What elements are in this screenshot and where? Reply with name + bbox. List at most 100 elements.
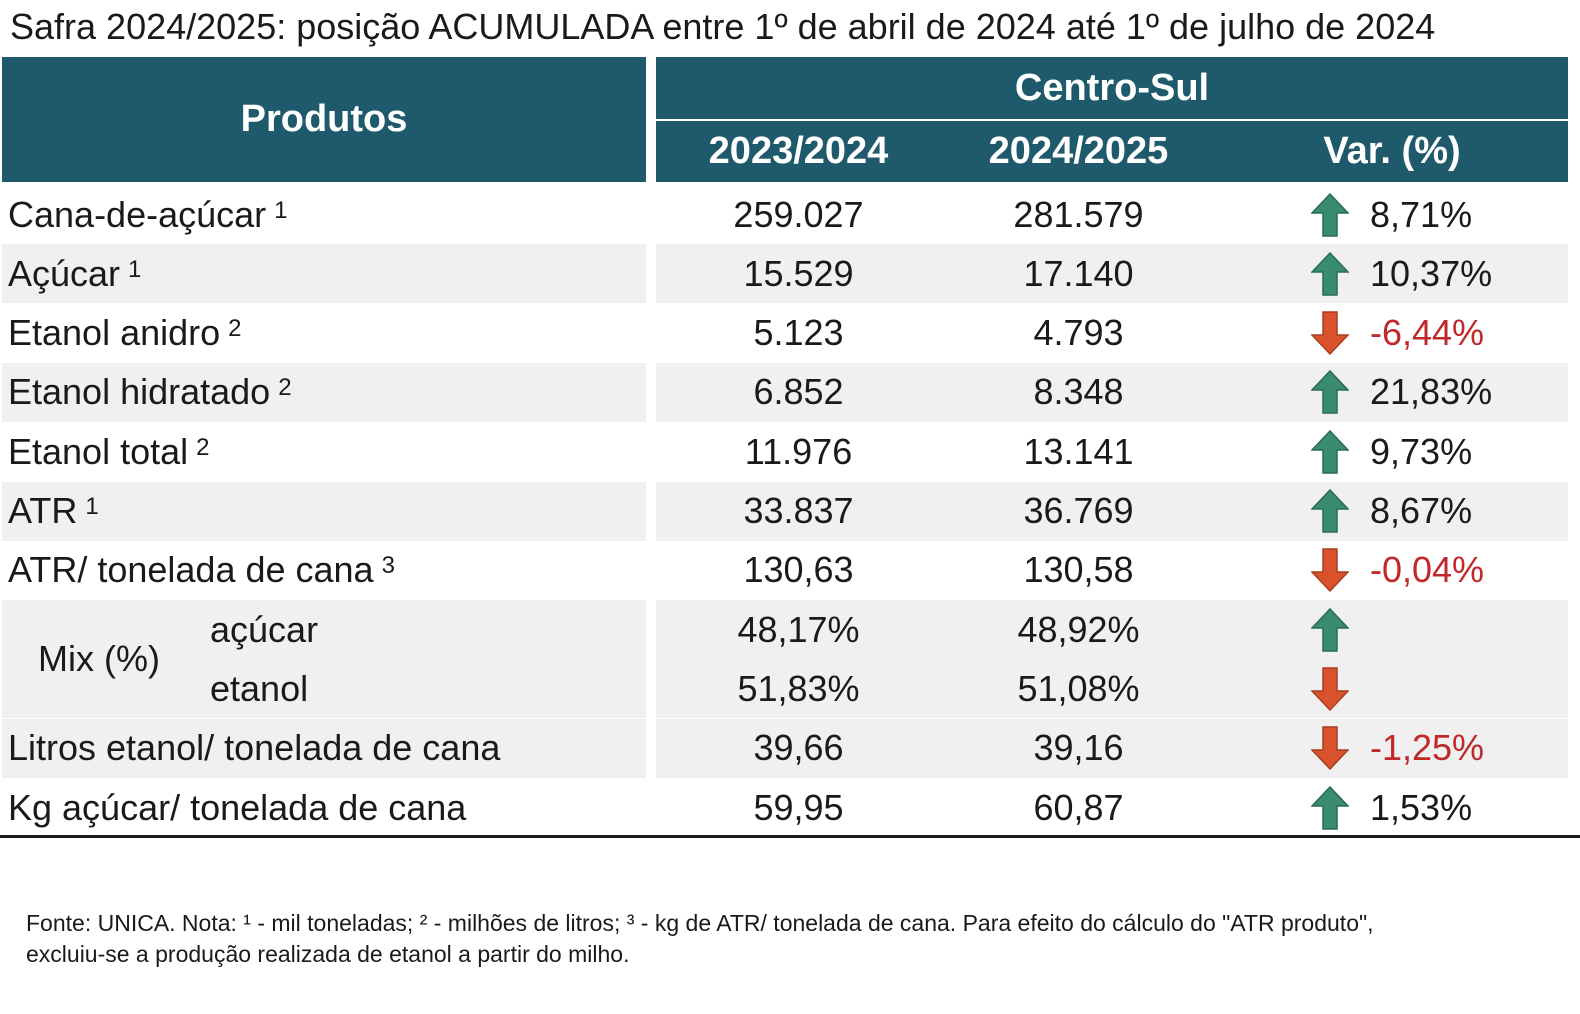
- trend-indicator: [1310, 244, 1350, 303]
- arrow-up-icon: [1311, 192, 1349, 237]
- product-name-text: Litros etanol/ tonelada de cana: [8, 727, 501, 769]
- product-name: Litros etanol/ tonelada de cana: [8, 719, 500, 778]
- header-region-label: Centro-Sul: [1014, 66, 1210, 109]
- trend-indicator: [1310, 719, 1350, 778]
- product-name: Cana-de-açúcar 1: [8, 185, 288, 244]
- header-col-var-label: Var. (%): [1323, 130, 1461, 172]
- value-2024: 36.769: [1023, 490, 1134, 531]
- footnote-marker: 1: [274, 196, 288, 224]
- value-2023: 5.123: [753, 312, 844, 354]
- trend-indicator: [1310, 304, 1350, 363]
- product-name: Etanol anidro 2: [8, 304, 242, 363]
- footnote-marker: 1: [85, 493, 99, 520]
- variation-value: 1,53%: [1370, 786, 1473, 828]
- table-row: ATR 1 33.837 36.769 8,67%: [0, 481, 1580, 541]
- value-2024: 17.140: [1023, 252, 1134, 294]
- product-name-text: Açúcar: [8, 252, 121, 294]
- variation-value: -1,25%: [1370, 727, 1485, 769]
- value-2024: 4.793: [1033, 312, 1124, 354]
- mix-bg-left: [2, 600, 646, 718]
- value-2024: 51,08%: [1017, 667, 1140, 709]
- variation-value: 9,73%: [1370, 430, 1473, 472]
- footnote-line-2: excluiu-se a produção realizada de etano…: [26, 941, 630, 967]
- variation-value: 8,67%: [1370, 490, 1473, 531]
- arrow-up-icon: [1311, 785, 1349, 830]
- row-bg-right: [656, 481, 1568, 541]
- footnote-marker: 3: [381, 552, 395, 580]
- mix-component-name: açúcar: [210, 608, 319, 650]
- product-name: ATR/ tonelada de cana 3: [8, 541, 395, 600]
- table-title: Safra 2024/2025: posição ACUMULADA entre…: [10, 6, 1436, 47]
- arrow-up-icon: [1311, 251, 1349, 296]
- value-2023: 39,66: [753, 727, 844, 769]
- value-2024: 130,58: [1023, 549, 1134, 591]
- value-2024: 8.348: [1033, 371, 1124, 413]
- trend-indicator: [1310, 185, 1350, 244]
- row-bg-left: [2, 718, 646, 778]
- product-name-text: Etanol total: [8, 430, 189, 472]
- arrow-up-icon: [1311, 370, 1349, 415]
- trend-indicator: [1310, 659, 1350, 718]
- header-produtos-label: Produtos: [240, 98, 408, 140]
- header-col-2024-label: 2024/2025: [988, 130, 1169, 172]
- product-name: ATR 1: [8, 482, 99, 541]
- value-2023: 33.837: [743, 490, 854, 531]
- row-bg-left: [2, 481, 646, 541]
- variation-value: 21,83%: [1370, 371, 1493, 413]
- row-bg-left: [2, 244, 646, 304]
- header-col-2024: 2024/2025: [941, 121, 1216, 182]
- header-col-2023: 2023/2024: [656, 121, 941, 182]
- value-2023: 130,63: [743, 549, 854, 591]
- trend-indicator: [1310, 541, 1350, 600]
- arrow-up-icon: [1311, 489, 1349, 533]
- footnote-line-1: Fonte: UNICA. Nota: ¹ - mil toneladas; ²…: [26, 910, 1374, 936]
- footnote-marker: 1: [128, 255, 142, 283]
- product-name: Etanol hidratado 2: [8, 363, 292, 422]
- mix-row: açúcar 48,17% 48,92%: [0, 600, 1580, 659]
- product-name-text: Etanol anidro: [8, 312, 221, 354]
- table-bottom-border: [0, 835, 1580, 838]
- product-name-text: Kg açúcar/ tonelada de cana: [8, 786, 467, 828]
- trend-indicator: [1310, 482, 1350, 541]
- arrow-down-icon: [1311, 667, 1349, 711]
- table-row: Kg açúcar/ tonelada de cana 59,95 60,87 1,5…: [0, 778, 1580, 837]
- variation-value: -0,04%: [1370, 549, 1485, 591]
- row-bg-left: [2, 362, 646, 422]
- table-row: Etanol total 2 11.976 13.141 9,73%: [0, 422, 1580, 481]
- value-2023: 59,95: [753, 786, 844, 828]
- mix-bg-right: [656, 600, 1568, 718]
- product-name: Etanol total 2: [8, 422, 209, 481]
- footnote-marker: 2: [228, 315, 242, 343]
- product-name-text: Etanol hidratado: [8, 371, 271, 413]
- value-2023: 259.027: [733, 193, 864, 235]
- header-col-2023-label: 2023/2024: [708, 130, 889, 172]
- mix-row: etanol 51,83% 51,08%: [0, 659, 1580, 718]
- product-name: Kg açúcar/ tonelada de cana: [8, 778, 466, 837]
- arrow-up-icon: [1311, 429, 1349, 474]
- trend-indicator: [1310, 778, 1350, 837]
- arrow-up-icon: [1311, 607, 1349, 652]
- header-region: Centro-Sul: [656, 57, 1568, 119]
- table-row: Etanol hidratado 2 6.852 8.348 21,83%: [0, 362, 1580, 422]
- row-bg-right: [656, 718, 1568, 778]
- trend-indicator: [1310, 600, 1350, 659]
- table-row: ATR/ tonelada de cana 3 130,63 130,58 -0,04%: [0, 541, 1580, 600]
- value-2023: 48,17%: [737, 608, 860, 650]
- variation-value: 10,37%: [1370, 252, 1493, 294]
- header-col-var: Var. (%): [1216, 121, 1568, 182]
- footnote-marker: 2: [196, 433, 210, 461]
- value-2024: 281.579: [1013, 193, 1144, 235]
- value-2023: 6.852: [753, 371, 844, 413]
- product-name: Açúcar 1: [8, 244, 141, 303]
- arrow-down-icon: [1311, 548, 1349, 593]
- variation-value: -6,44%: [1370, 312, 1485, 354]
- product-name-text: Cana-de-açúcar: [8, 193, 267, 235]
- table-row: Cana-de-açúcar 1 259.027 281.579 8,71%: [0, 185, 1580, 244]
- product-name-text: ATR/ tonelada de cana: [8, 549, 374, 591]
- value-2024: 48,92%: [1017, 608, 1140, 650]
- table-row: Etanol anidro 2 5.123 4.793 -6,44%: [0, 304, 1580, 363]
- value-2023: 51,83%: [737, 667, 860, 709]
- value-2024: 13.141: [1023, 430, 1134, 472]
- variation-value: 8,71%: [1370, 193, 1473, 235]
- footnote: Fonte: UNICA. Nota: ¹ - mil toneladas; ²…: [26, 908, 1556, 970]
